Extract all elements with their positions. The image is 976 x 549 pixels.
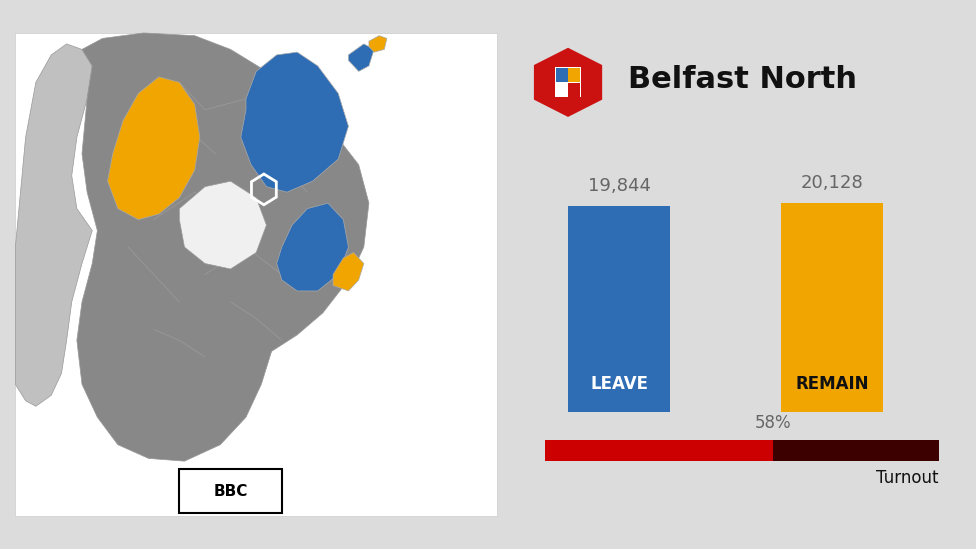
FancyBboxPatch shape <box>555 83 568 97</box>
Text: Turnout: Turnout <box>876 469 939 488</box>
FancyBboxPatch shape <box>568 68 581 82</box>
FancyBboxPatch shape <box>16 33 497 516</box>
Text: REMAIN: REMAIN <box>795 374 869 393</box>
Polygon shape <box>534 48 602 117</box>
FancyBboxPatch shape <box>180 469 282 513</box>
Polygon shape <box>16 44 92 406</box>
Text: Belfast North: Belfast North <box>629 65 857 94</box>
Polygon shape <box>77 33 369 461</box>
FancyBboxPatch shape <box>782 203 883 412</box>
Polygon shape <box>369 36 386 52</box>
Polygon shape <box>333 253 364 291</box>
FancyBboxPatch shape <box>555 68 568 82</box>
Polygon shape <box>107 77 200 220</box>
Text: 20,128: 20,128 <box>801 174 864 192</box>
Polygon shape <box>277 203 348 291</box>
FancyBboxPatch shape <box>555 67 581 98</box>
FancyBboxPatch shape <box>568 206 670 412</box>
Text: BBC: BBC <box>214 484 248 499</box>
FancyBboxPatch shape <box>773 440 939 461</box>
Text: 19,844: 19,844 <box>588 177 651 195</box>
Text: 58%: 58% <box>755 414 792 432</box>
Text: LEAVE: LEAVE <box>590 374 648 393</box>
FancyBboxPatch shape <box>568 83 581 97</box>
Polygon shape <box>348 44 374 71</box>
Polygon shape <box>180 181 266 269</box>
Polygon shape <box>241 52 348 192</box>
FancyBboxPatch shape <box>545 440 773 461</box>
